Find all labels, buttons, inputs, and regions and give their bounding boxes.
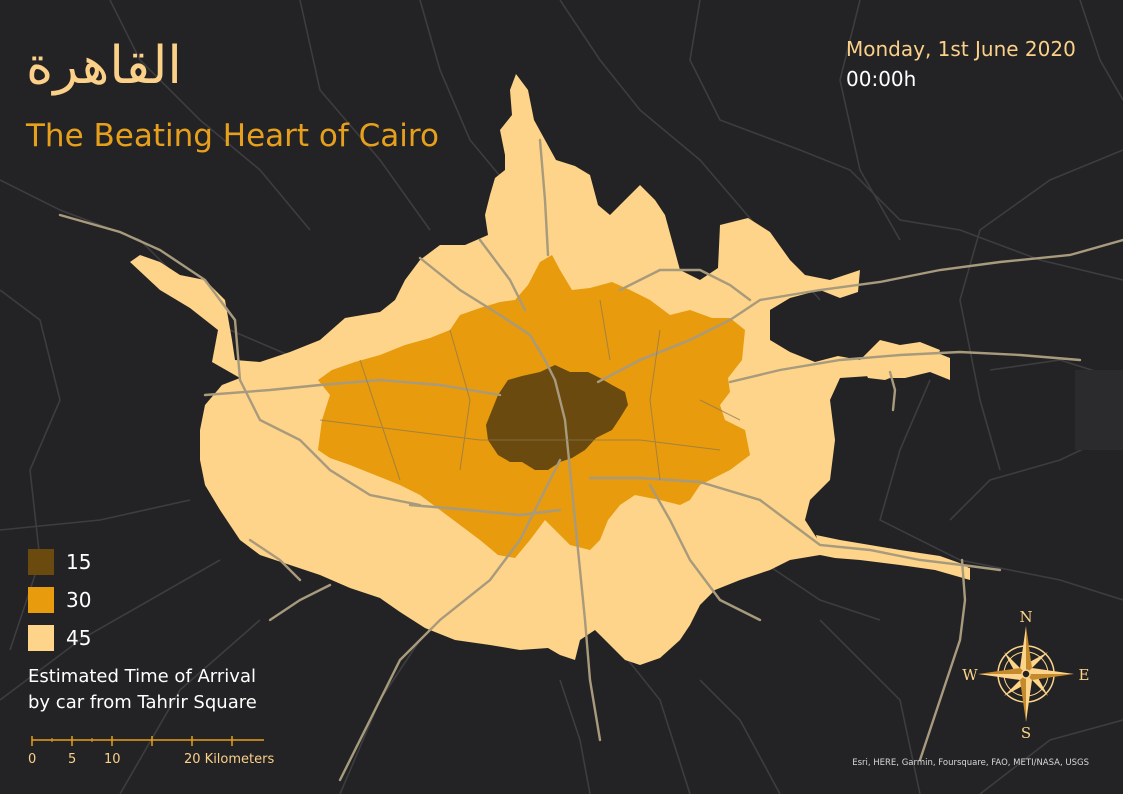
- legend-label: 15: [66, 550, 92, 574]
- compass-w: W: [962, 666, 978, 684]
- attribution-credits: Esri, HERE, Garmin, Foursquare, FAO, MET…: [852, 758, 1089, 768]
- time-label: 00:00h: [846, 67, 917, 91]
- scale-bar-line: [31, 736, 264, 746]
- date-label: Monday, 1st June 2020: [846, 37, 1076, 61]
- scale-bar: 0 5 10 20 Kilometers: [26, 736, 296, 776]
- legend-item-45: 45: [28, 619, 91, 657]
- legend: 15 30 45: [28, 543, 91, 657]
- compass-e: E: [1079, 666, 1090, 684]
- scale-label-5: 5: [68, 752, 77, 767]
- isochrone-45-fragment: [860, 340, 940, 380]
- isochrone-15: [486, 365, 628, 470]
- compass-s: S: [1021, 724, 1031, 740]
- streets: [319, 299, 741, 481]
- caption-line-2: by car from Tahrir Square: [28, 692, 257, 713]
- title-arabic: القاهرة: [26, 36, 182, 96]
- caption-line-1: Estimated Time of Arrival: [28, 666, 256, 687]
- legend-item-30: 30: [28, 581, 91, 619]
- compass-rose-icon: N S E W: [962, 608, 1090, 740]
- legend-swatch: [28, 549, 54, 575]
- legend-caption: Estimated Time of Arrival by car from Ta…: [28, 664, 328, 716]
- legend-swatch: [28, 587, 54, 613]
- legend-item-15: 15: [28, 543, 91, 581]
- highways: [58, 138, 1123, 782]
- scale-label-10: 10: [104, 752, 121, 767]
- legend-label: 45: [66, 626, 92, 650]
- scale-label-0: 0: [28, 752, 37, 767]
- background-block: [1075, 370, 1123, 450]
- scale-label-20: 20 Kilometers: [184, 752, 275, 767]
- legend-swatch: [28, 625, 54, 651]
- compass-rose: N S E W: [960, 608, 1092, 740]
- legend-label: 30: [66, 588, 92, 612]
- title-english: The Beating Heart of Cairo: [26, 118, 439, 154]
- compass-n: N: [1019, 608, 1032, 626]
